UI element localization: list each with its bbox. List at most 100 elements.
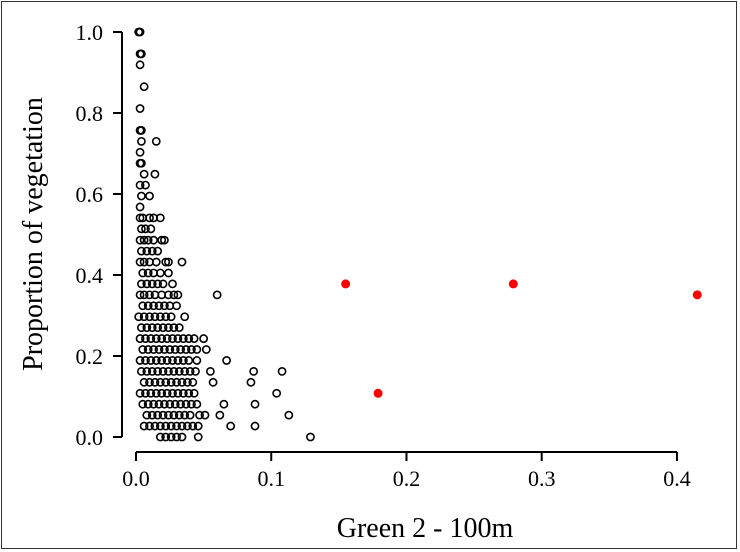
data-point bbox=[137, 323, 146, 333]
data-point bbox=[272, 388, 282, 398]
data-point bbox=[139, 169, 149, 179]
data-point bbox=[151, 334, 161, 343]
data-point bbox=[153, 323, 163, 333]
data-point bbox=[141, 180, 150, 190]
data-point bbox=[137, 158, 146, 168]
data-point bbox=[159, 399, 169, 409]
data-point bbox=[149, 235, 158, 245]
data-points bbox=[134, 27, 702, 442]
data-point bbox=[139, 235, 149, 245]
x-tick-label: 0.2 bbox=[393, 466, 421, 491]
data-point bbox=[181, 345, 191, 354]
data-point bbox=[150, 169, 160, 179]
data-point bbox=[137, 366, 146, 376]
data-point bbox=[174, 323, 184, 333]
data-point bbox=[139, 377, 149, 387]
data-point bbox=[147, 323, 157, 333]
highlight-point bbox=[692, 290, 702, 300]
data-point bbox=[161, 312, 171, 322]
data-point bbox=[137, 136, 146, 146]
data-point bbox=[162, 388, 172, 398]
data-point bbox=[153, 246, 163, 256]
data-point bbox=[157, 388, 167, 398]
data-point bbox=[145, 191, 154, 201]
data-point bbox=[146, 356, 156, 365]
data-point bbox=[157, 356, 167, 365]
data-point bbox=[185, 410, 195, 420]
data-point bbox=[145, 290, 154, 300]
data-point bbox=[135, 147, 145, 157]
data-point bbox=[145, 421, 154, 431]
data-point bbox=[182, 421, 192, 431]
data-point bbox=[166, 312, 176, 322]
data-point bbox=[154, 345, 164, 354]
data-point bbox=[165, 345, 175, 354]
data-point bbox=[135, 213, 145, 223]
x-tick-label: 0.4 bbox=[663, 466, 691, 491]
data-point bbox=[166, 432, 176, 442]
data-point bbox=[170, 345, 180, 354]
data-point bbox=[166, 377, 176, 387]
y-tick-label: 0.6 bbox=[76, 182, 104, 207]
data-point bbox=[142, 279, 152, 289]
data-point bbox=[249, 366, 259, 376]
data-point bbox=[157, 235, 167, 245]
data-point bbox=[173, 388, 183, 398]
data-point bbox=[149, 301, 158, 311]
data-point bbox=[168, 279, 177, 289]
data-point bbox=[165, 399, 175, 409]
data-point bbox=[205, 366, 215, 376]
data-point bbox=[151, 136, 161, 146]
data-point bbox=[178, 388, 188, 398]
data-point bbox=[138, 268, 148, 278]
data-point bbox=[177, 257, 187, 267]
data-point bbox=[134, 312, 144, 322]
data-point bbox=[138, 345, 148, 354]
data-point bbox=[155, 421, 165, 431]
data-point bbox=[145, 213, 154, 223]
data-point bbox=[143, 268, 153, 278]
data-point bbox=[159, 345, 169, 354]
data-point bbox=[212, 290, 222, 300]
data-point bbox=[178, 334, 188, 343]
data-point bbox=[151, 257, 161, 267]
data-point bbox=[189, 388, 199, 398]
data-point bbox=[177, 432, 187, 442]
data-point bbox=[169, 410, 179, 420]
data-point bbox=[250, 399, 260, 409]
data-point bbox=[135, 104, 145, 113]
data-point bbox=[159, 235, 169, 245]
y-tick-label: 0.2 bbox=[76, 344, 104, 369]
data-point bbox=[170, 399, 180, 409]
data-point bbox=[226, 421, 236, 431]
data-point bbox=[139, 82, 149, 92]
data-point bbox=[135, 235, 145, 245]
data-point bbox=[135, 202, 145, 212]
axes bbox=[121, 32, 677, 453]
data-point bbox=[172, 432, 181, 442]
data-point bbox=[158, 366, 168, 376]
data-point bbox=[153, 410, 163, 420]
data-point bbox=[150, 312, 160, 322]
data-point bbox=[155, 312, 165, 322]
data-point bbox=[147, 279, 157, 289]
data-point bbox=[137, 126, 146, 135]
data-point bbox=[166, 421, 176, 431]
x-ticks: 0.0 0.1 0.2 0.3 0.4 bbox=[122, 452, 691, 491]
data-point bbox=[137, 224, 146, 234]
data-point bbox=[184, 356, 194, 365]
data-point bbox=[139, 257, 149, 267]
data-point bbox=[142, 410, 152, 420]
data-point bbox=[135, 356, 145, 365]
data-point bbox=[135, 60, 145, 70]
data-point bbox=[215, 410, 225, 420]
data-point bbox=[137, 49, 146, 59]
data-point bbox=[159, 301, 169, 311]
data-point bbox=[154, 301, 164, 311]
data-point bbox=[155, 432, 165, 442]
data-point bbox=[174, 366, 184, 376]
data-point bbox=[201, 345, 211, 354]
data-point bbox=[149, 345, 158, 354]
data-point bbox=[164, 268, 173, 278]
